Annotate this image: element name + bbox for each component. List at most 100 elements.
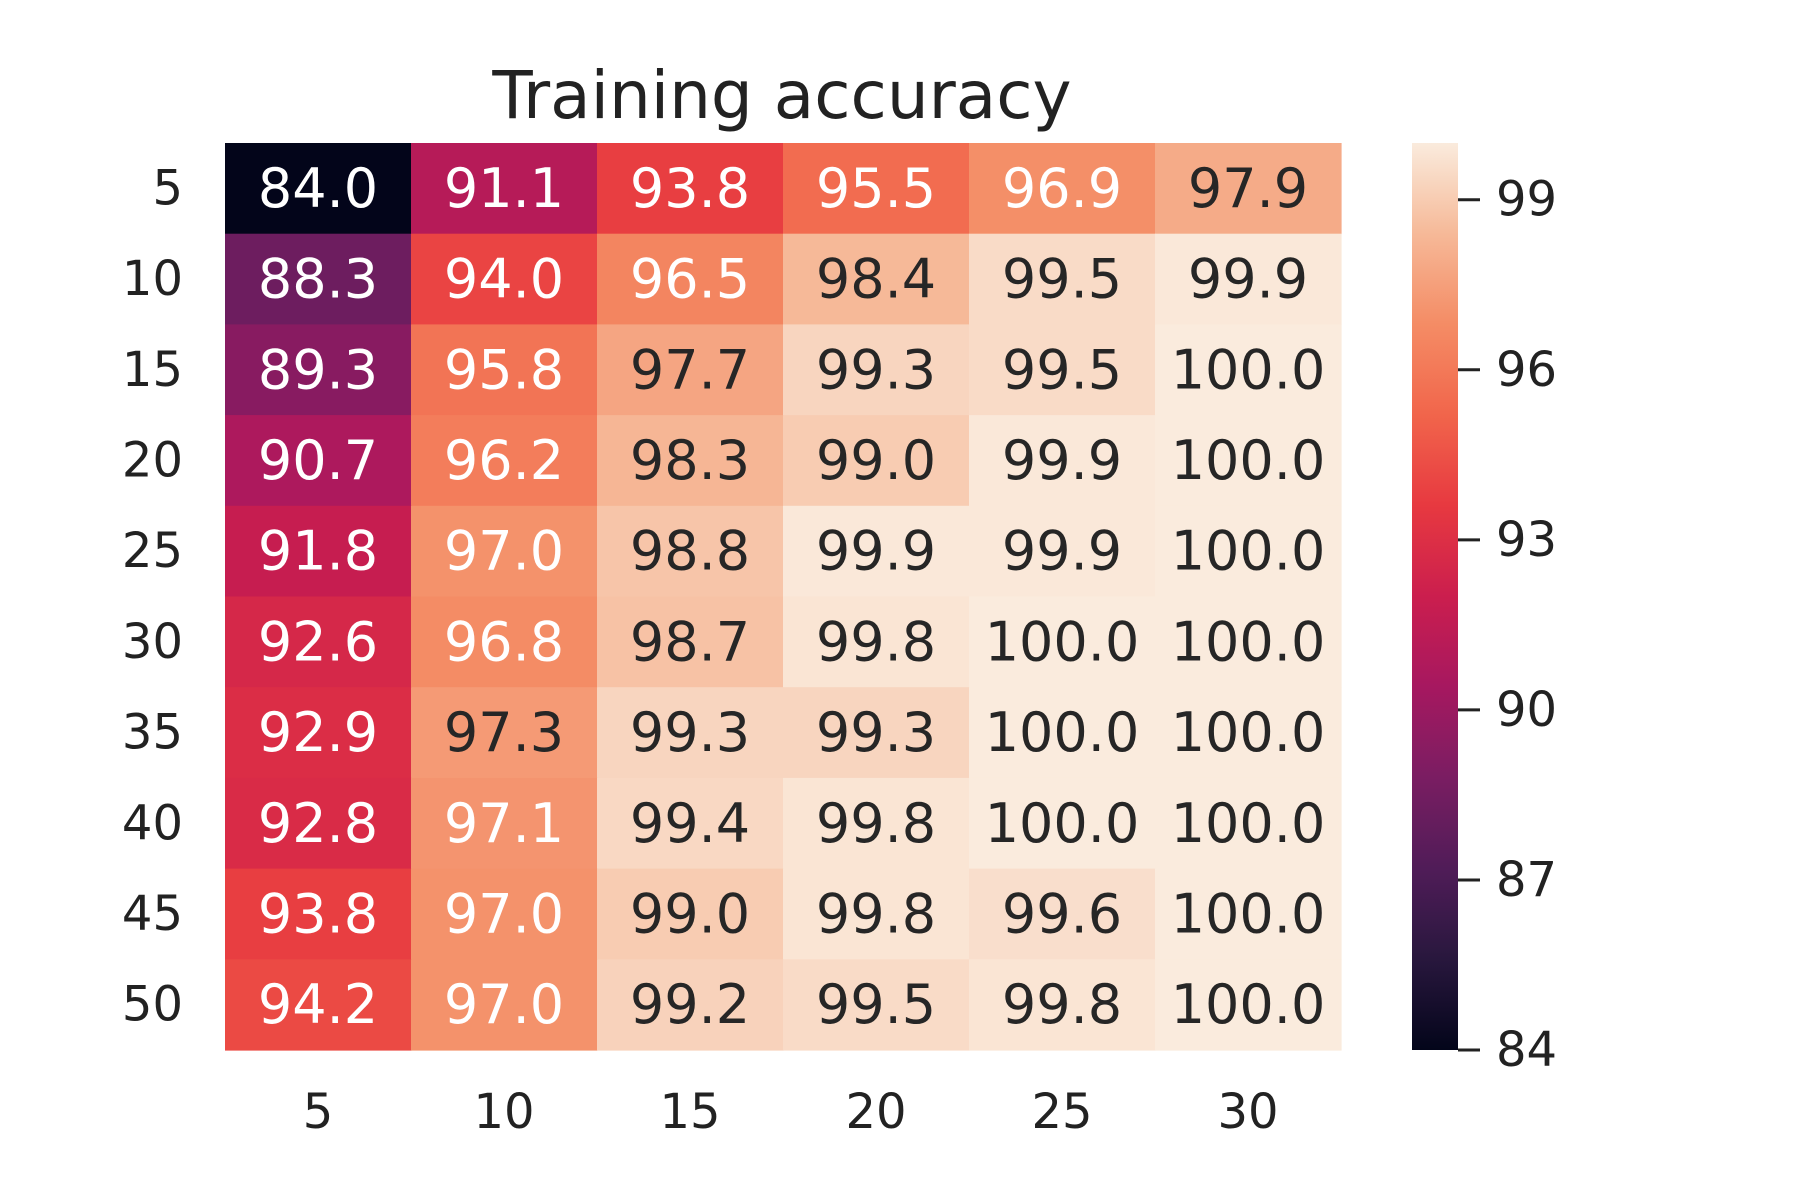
cell-value-label: 99.8 (816, 792, 936, 855)
heatmap-cell (225, 324, 412, 416)
cell-value-label: 99.3 (816, 338, 936, 401)
colorbar-tick-label: 90 (1496, 682, 1557, 738)
heatmap-cell (969, 143, 1156, 235)
heatmap-cell (225, 233, 412, 325)
heatmap-cell (411, 868, 598, 960)
cell-value-label: 99.4 (630, 792, 750, 855)
cell-value-label: 99.5 (816, 973, 936, 1036)
cell-value-label: 95.5 (816, 157, 936, 220)
heatmap-cell (225, 868, 412, 960)
x-tick-label: 20 (845, 1084, 906, 1140)
cell-value-label: 99.9 (1188, 248, 1308, 311)
x-tick-label: 5 (303, 1084, 334, 1140)
cell-value-label: 100.0 (1171, 882, 1326, 945)
heatmap-cell (225, 959, 412, 1051)
heatmap-cells: 84.0 91.1 93.8 95.5 96.9 97.9 88.3 94.0 96.5 98.4… (225, 143, 1342, 1051)
heatmap-cell (411, 687, 598, 779)
cell-value-label: 99.8 (816, 882, 936, 945)
cell-value-label: 99.9 (816, 520, 936, 583)
heatmap-cell (597, 415, 784, 507)
heatmap-cell (597, 143, 784, 235)
cell-value-label: 95.8 (444, 338, 564, 401)
heatmap-cell (225, 596, 412, 688)
cell-value-label: 99.3 (816, 701, 936, 764)
cell-value-label: 98.8 (630, 520, 750, 583)
cell-value-label: 98.4 (816, 248, 936, 311)
cell-value-label: 100.0 (985, 792, 1140, 855)
x-tick-label: 25 (1031, 1084, 1092, 1140)
cell-value-label: 97.9 (1188, 157, 1308, 220)
y-tick-label: 20 (122, 432, 183, 488)
cell-value-label: 89.3 (258, 338, 378, 401)
x-tick-label: 10 (473, 1084, 534, 1140)
heatmap-cell (411, 505, 598, 598)
cell-value-label: 99.2 (630, 973, 750, 1036)
heatmap-cell (969, 505, 1156, 598)
x-tick-label: 15 (659, 1084, 720, 1140)
heatmap-cell (969, 959, 1156, 1051)
heatmap-cell (1155, 324, 1342, 416)
cell-value-label: 92.8 (258, 792, 378, 855)
heatmap-cell (411, 777, 598, 870)
heatmap-cell (783, 324, 970, 416)
y-tick-label: 50 (122, 977, 183, 1033)
cell-value-label: 99.9 (1002, 520, 1122, 583)
cell-value-label: 96.9 (1002, 157, 1122, 220)
chart-title: Training accuracy (491, 57, 1071, 134)
cell-value-label: 93.8 (630, 157, 750, 220)
cell-value-label: 92.9 (258, 701, 378, 764)
cell-value-label: 88.3 (258, 248, 378, 311)
cell-value-label: 92.6 (258, 610, 378, 673)
heatmap-cell (597, 777, 784, 870)
cell-value-label: 97.3 (444, 701, 564, 764)
cell-value-label: 99.9 (1002, 429, 1122, 492)
heatmap-cell (225, 415, 412, 507)
heatmap-cell (225, 143, 412, 235)
y-tick-label: 25 (122, 523, 183, 579)
colorbar-tick-label: 99 (1496, 172, 1557, 228)
cell-value-label: 97.0 (444, 973, 564, 1036)
heatmap-cell (969, 233, 1156, 325)
heatmap-cell (411, 233, 598, 325)
heatmap-cell (597, 233, 784, 325)
heatmap-cell (1155, 233, 1342, 325)
heatmap-cell (597, 868, 784, 960)
heatmap-cell (783, 596, 970, 688)
heatmap-cell (225, 505, 412, 598)
heatmap-cell (597, 596, 784, 688)
heatmap-cell (969, 596, 1156, 688)
heatmap-cell (969, 777, 1156, 870)
heatmap-cell (969, 415, 1156, 507)
cell-value-label: 99.5 (1002, 338, 1122, 401)
cell-value-label: 100.0 (1171, 338, 1326, 401)
cell-value-label: 99.8 (816, 610, 936, 673)
heatmap-cell (597, 687, 784, 779)
cell-value-label: 98.7 (630, 610, 750, 673)
cell-value-label: 100.0 (1171, 973, 1326, 1036)
heatmap-cell (411, 324, 598, 416)
colorbar-tick-label: 96 (1496, 342, 1557, 398)
y-tick-label: 35 (122, 705, 183, 761)
heatmap-cell (1155, 596, 1342, 688)
heatmap-cell (783, 505, 970, 598)
cell-value-label: 97.1 (444, 792, 564, 855)
heatmap-cell (1155, 143, 1342, 235)
heatmap-cell (783, 868, 970, 960)
heatmap-cell (411, 959, 598, 1051)
heatmap-cell (411, 415, 598, 507)
y-tick-label: 45 (122, 886, 183, 942)
heatmap-cell (783, 143, 970, 235)
cell-value-label: 99.8 (1002, 973, 1122, 1036)
heatmap-cell (1155, 415, 1342, 507)
cell-value-label: 97.7 (630, 338, 750, 401)
y-tick-label: 40 (122, 795, 183, 851)
cell-value-label: 91.1 (444, 157, 564, 220)
cell-value-label: 90.7 (258, 429, 378, 492)
cell-value-label: 100.0 (1171, 520, 1326, 583)
cell-value-label: 96.2 (444, 429, 564, 492)
y-axis-ticks: 5 10 15 20 25 30 35 40 45 50 (122, 160, 183, 1032)
heatmap-cell (225, 777, 412, 870)
heatmap-cell (597, 324, 784, 416)
heatmap-cell (1155, 959, 1342, 1051)
cell-value-label: 100.0 (1171, 701, 1326, 764)
